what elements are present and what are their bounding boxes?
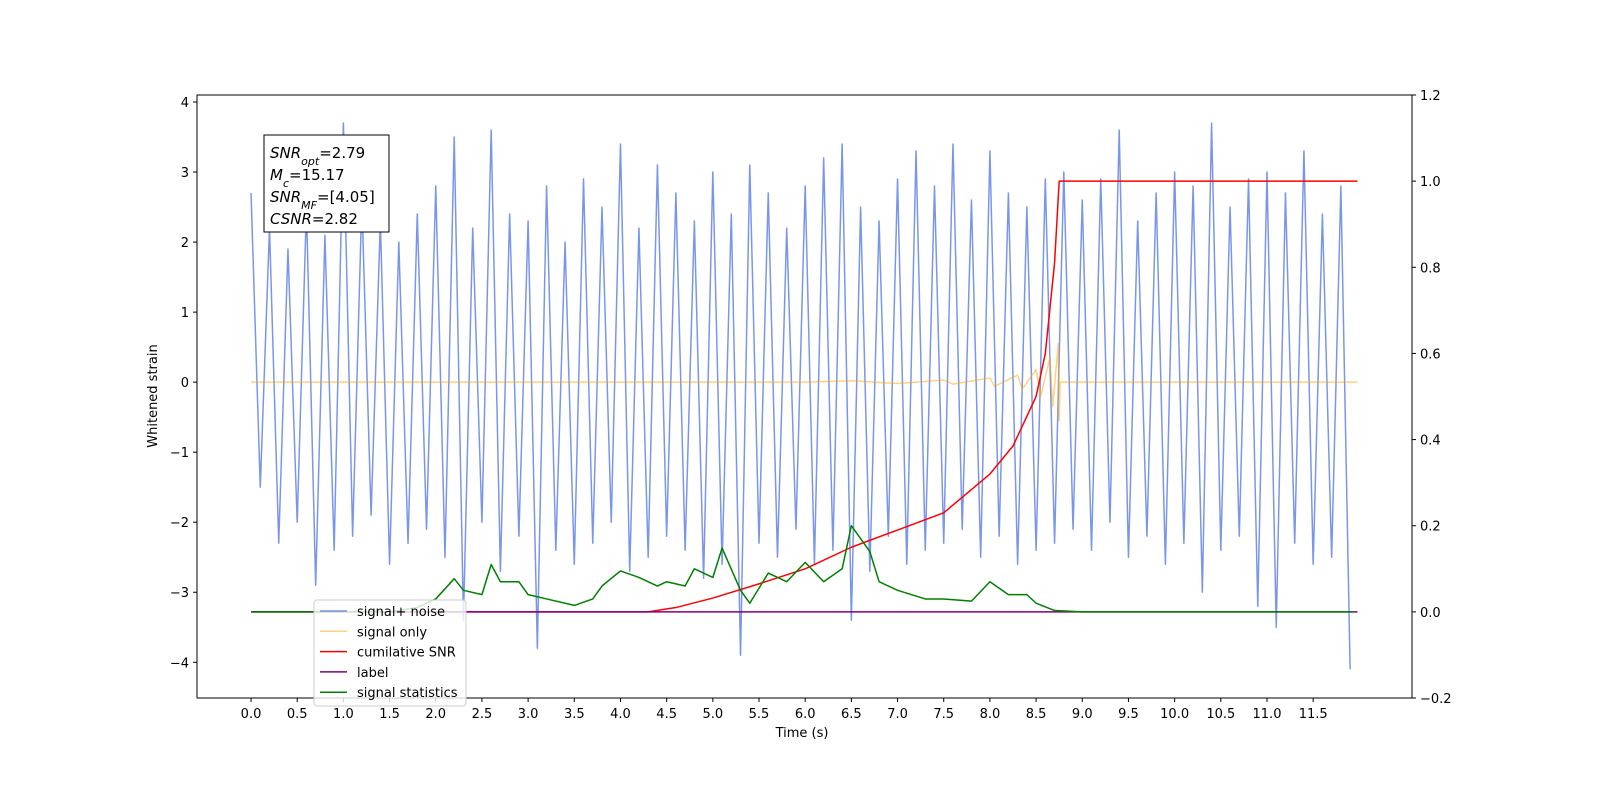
annotation-symbol: M bbox=[270, 166, 283, 184]
annotation-frame bbox=[263, 134, 390, 233]
y2-tick-label: 0.4 bbox=[1420, 434, 1441, 449]
annotation: SNRMF=[4.05] bbox=[270, 188, 375, 212]
annotation-symbol: SNR bbox=[270, 144, 301, 162]
x-tick-label: 5.0 bbox=[702, 707, 723, 722]
y2-tick-label: 0.6 bbox=[1420, 347, 1441, 362]
annotation-value: =[4.05] bbox=[317, 188, 375, 206]
x-tick-label: 11.0 bbox=[1253, 707, 1282, 722]
legend-label: signal statistics bbox=[357, 686, 458, 701]
x-tick-label: 10.5 bbox=[1206, 707, 1235, 722]
y-tick-label: −1 bbox=[170, 446, 189, 461]
x-tick-label: 8.5 bbox=[1026, 707, 1047, 722]
x-tick-label: 0.0 bbox=[241, 707, 262, 722]
x-tick-label: 6.5 bbox=[841, 707, 862, 722]
annotation-value: =2.79 bbox=[319, 144, 365, 162]
y-tick-label: −2 bbox=[170, 516, 189, 531]
x-tick-label: 3.0 bbox=[518, 707, 539, 722]
annotation-subscript: MF bbox=[301, 199, 317, 212]
legend-frame bbox=[313, 599, 467, 707]
y2-tick-label: 0.2 bbox=[1420, 520, 1441, 535]
legend-label: label bbox=[357, 666, 388, 681]
series-line bbox=[251, 524, 1354, 613]
x-tick-label: 8.0 bbox=[980, 707, 1001, 722]
annotation-symbol: SNR bbox=[270, 188, 301, 206]
y-tick-label: 3 bbox=[181, 166, 189, 181]
y-tick-label: 1 bbox=[181, 306, 189, 321]
x-tick-label: 7.0 bbox=[887, 707, 908, 722]
x-tick-label: 6.0 bbox=[795, 707, 816, 722]
series-line bbox=[251, 180, 1358, 613]
y2-tick-label: 0.8 bbox=[1420, 261, 1441, 276]
y-tick-label: 0 bbox=[181, 376, 189, 391]
y2-tick-label: −0.2 bbox=[1420, 692, 1452, 707]
x-tick-label: 10.0 bbox=[1160, 707, 1189, 722]
series-line bbox=[250, 122, 1351, 670]
x-tick-label: 9.0 bbox=[1072, 707, 1093, 722]
legend: signal+ noise signal only cumilative SNR la… bbox=[313, 599, 467, 707]
legend-label: signal only bbox=[357, 625, 427, 640]
y2-tick-label: 0.0 bbox=[1420, 606, 1441, 621]
x-tick-label: 5.5 bbox=[749, 707, 770, 722]
y-tick-label: 2 bbox=[181, 236, 189, 251]
x-tick-label: 3.5 bbox=[564, 707, 585, 722]
y-tick-label: −4 bbox=[170, 656, 189, 671]
annotation-value: =15.17 bbox=[289, 166, 345, 184]
y-tick-label: 4 bbox=[181, 96, 189, 111]
x-tick-label: 11.5 bbox=[1299, 707, 1328, 722]
series-line bbox=[251, 342, 1358, 422]
x-tick-label: 1.0 bbox=[333, 707, 354, 722]
y-axis-label: Whitened strain bbox=[146, 344, 161, 447]
annotation-subscript: c bbox=[283, 177, 289, 190]
legend-label: cumilative SNR bbox=[357, 646, 456, 661]
x-axis-label: Time (s) bbox=[775, 726, 829, 741]
y2-tick-label: 1.2 bbox=[1420, 89, 1441, 104]
x-tick-label: 4.5 bbox=[656, 707, 677, 722]
axes-frame bbox=[196, 94, 1413, 699]
x-tick-label: 9.5 bbox=[1118, 707, 1139, 722]
annotation-symbol: CSNR bbox=[270, 210, 312, 228]
x-tick-label: 4.0 bbox=[610, 707, 631, 722]
x-tick-label: 0.5 bbox=[287, 707, 308, 722]
x-tick-label: 1.5 bbox=[379, 707, 400, 722]
y-tick-label: −3 bbox=[170, 586, 189, 601]
y2-tick-label: 1.0 bbox=[1420, 175, 1441, 190]
x-tick-label: 7.5 bbox=[933, 707, 954, 722]
x-tick-label: 2.0 bbox=[425, 707, 446, 722]
legend-label: signal+ noise bbox=[357, 605, 445, 620]
annotation-value: =2.82 bbox=[312, 210, 358, 228]
annotation: SNRopt=2.79 bbox=[270, 144, 365, 168]
annotation-subscript: opt bbox=[301, 155, 320, 168]
x-tick-label: 2.5 bbox=[472, 707, 493, 722]
annotation: Mc=15.17 bbox=[270, 166, 345, 190]
annotation: CSNR=2.82 bbox=[270, 210, 358, 228]
